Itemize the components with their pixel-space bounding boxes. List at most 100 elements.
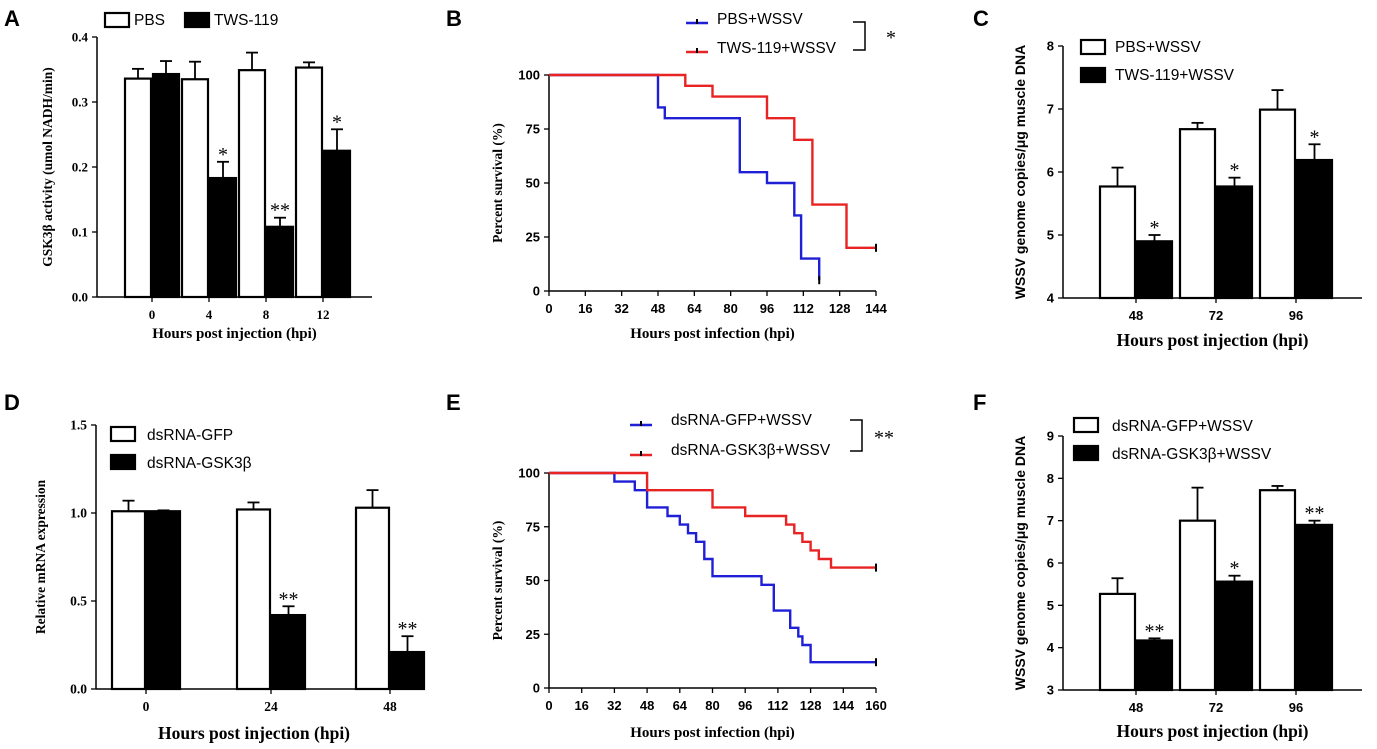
x-tick-label: 72 [1209,700,1223,715]
x-tick-label: 72 [1209,308,1223,323]
x-tick-label: 48 [383,699,397,714]
y-tick-label: 8 [1047,471,1054,486]
significance-marker: * [218,144,228,166]
x-tick-label: 80 [723,301,737,316]
legend-label: PBS+WSSV [1115,39,1201,56]
x-tick-label: 48 [1129,308,1143,323]
significance-marker: * [1230,160,1240,182]
y-tick-label: 8 [1047,39,1054,54]
x-tick-label: 128 [800,698,822,713]
bar-tws-119-8 [265,225,295,299]
y-tick-label: 6 [1047,556,1054,571]
bar-tws-119-12 [322,149,352,299]
y-tick-label: 0.2 [72,160,88,175]
bar-pbs-4 [180,78,210,299]
legend-label: dsRNA-GFP+WSSV [1112,418,1253,435]
panel-label: C [973,6,989,31]
x-tick-label: 32 [607,698,621,713]
x-tick-label: 48 [651,301,665,316]
y-tick-label: 75 [526,519,540,534]
bar-pbs-wssv-96 [1258,108,1297,300]
significance-marker: * [1230,558,1240,580]
legend-label: dsRNA-GSK3β+WSSV [1112,446,1272,463]
bar-dsrna-gfp-0 [110,510,147,691]
x-tick-label: 128 [829,301,851,316]
x-tick-label: 8 [263,307,270,322]
x-tick-label: 144 [832,698,854,713]
bar-pbs-wssv-48 [1098,185,1137,300]
y-tick-label: 1.0 [70,506,87,521]
bar-pbs-12 [294,66,324,299]
significance-marker: ** [270,200,290,222]
legend-label: TWS-119+WSSV [1115,67,1235,84]
y-axis-label: Relative mRNA expression [33,479,48,634]
significance-marker: ** [874,427,894,449]
y-axis-label: WSSV genome copies/μg muscle DNA [1012,436,1028,690]
bar-pbs-wssv-72 [1178,128,1217,300]
x-tick-label: 144 [865,301,887,316]
x-axis-label: Hours post injection (hpi) [158,723,350,743]
y-tick-label: 0.1 [72,225,88,240]
y-tick-label: 0 [533,681,540,696]
legend-swatch [1072,444,1100,462]
legend-label: PBS+WSSV [717,11,803,28]
significance-marker: ** [1305,503,1325,525]
x-tick-label: 96 [738,698,752,713]
x-tick-label: 0 [149,307,156,322]
y-tick-label: 0.0 [72,290,88,305]
survival-curve-dsrna-gfp-wssv [549,471,876,664]
bar-pbs-0 [123,77,153,299]
legend-label: dsRNA-GFP+WSSV [671,412,812,429]
x-axis-label: Hours post injection (hpi) [1116,330,1308,350]
y-tick-label: 50 [526,176,540,191]
bar-dsrna-gsk3--48 [389,650,426,691]
significance-bracket [853,21,866,51]
y-tick-label: 4 [1047,640,1055,655]
survival-curve-dsrna-gsk3-wssv [549,471,876,569]
panel-d: D 0.0 0.5 1.0 1.5 Relative mRNA expression Hou… [4,390,426,743]
y-tick-label: 0 [533,284,540,299]
panel-f: F 3 4 5 6 7 8 9 WSSV genome copies/μg muscle DNA… [973,390,1362,741]
x-tick-label: 80 [705,698,719,713]
panel-a: A 0.0 0.1 0.2 0.3 0.4 GSK3β activity (umol NAD… [4,6,372,342]
x-tick-label: 96 [1289,308,1303,323]
survival-curve-tws-119-wssv [549,73,876,250]
x-tick-label: 4 [206,307,213,322]
bar-dsrna-gfp-24 [235,508,272,691]
significance-marker: ** [1145,620,1165,642]
x-tick-label: 48 [640,698,654,713]
bar-dsrna-gsk3-wssv-48 [1135,639,1174,692]
legend-swatch [1072,416,1100,434]
y-tick-label: 5 [1047,598,1054,613]
legend-swatch [109,425,137,443]
legend-label: dsRNA-GSK3β [147,455,252,472]
y-tick-label: 7 [1047,102,1054,117]
bar-pbs-8 [237,69,267,299]
y-axis-label: WSSV genome copies/μg muscle DNA [1012,45,1028,299]
bar-dsrna-gfp-wssv-96 [1258,489,1297,692]
panel-e: E 0 25 50 75 100 Percent survival (%) Hours pos… [446,390,894,741]
x-tick-label: 96 [760,301,774,316]
bar-dsrna-gfp-wssv-72 [1178,519,1217,692]
x-axis-label: Hours post infection (hpi) [630,725,795,741]
bar-dsrna-gsk3-wssv-96 [1295,523,1334,692]
y-tick-label: 0.0 [70,682,87,697]
x-tick-label: 64 [673,698,688,713]
y-tick-label: 0.5 [70,594,87,609]
y-tick-label: 25 [526,627,540,642]
x-axis-label: Hours post infection (hpi) [630,326,795,342]
y-tick-label: 25 [526,230,540,245]
legend-label: dsRNA-GSK3β+WSSV [671,442,831,459]
x-tick-label: 24 [264,699,278,714]
panel-label: F [973,390,986,415]
bar-dsrna-gsk3-wssv-72 [1215,580,1254,692]
legend-label: dsRNA-GFP [147,427,233,444]
y-tick-label: 50 [526,573,540,588]
y-tick-label: 3 [1047,683,1054,698]
y-tick-label: 5 [1047,228,1054,243]
panel-label: B [446,6,462,31]
x-tick-label: 0 [143,699,150,714]
x-tick-label: 12 [317,307,330,322]
x-tick-label: 16 [574,698,588,713]
